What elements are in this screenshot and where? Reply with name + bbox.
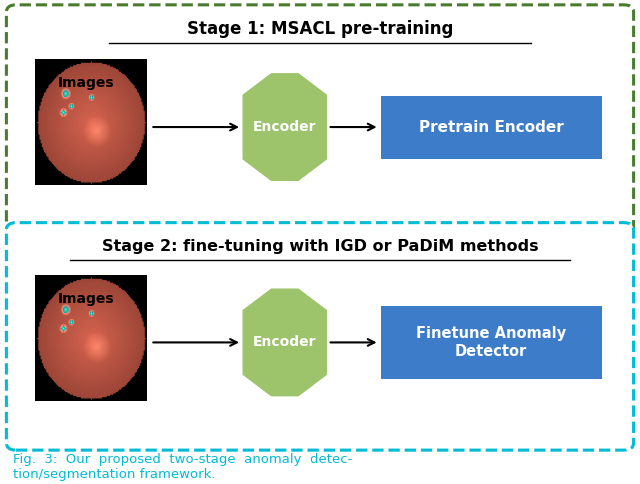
Text: Encoder: Encoder xyxy=(253,120,317,134)
Text: Fig.  3:  Our  proposed  two-stage  anomaly  detec-
tion/segmentation framework.: Fig. 3: Our proposed two-stage anomaly d… xyxy=(13,453,352,481)
Text: Pretrain Encoder: Pretrain Encoder xyxy=(419,120,564,135)
Text: Encoder: Encoder xyxy=(253,335,317,349)
Polygon shape xyxy=(243,74,326,180)
Bar xyxy=(381,95,602,158)
Text: Finetune Anomaly
Detector: Finetune Anomaly Detector xyxy=(416,326,566,359)
FancyBboxPatch shape xyxy=(6,5,634,232)
FancyBboxPatch shape xyxy=(6,223,634,450)
Text: Images: Images xyxy=(58,76,114,91)
Polygon shape xyxy=(243,289,326,396)
Bar xyxy=(381,306,602,378)
Text: Images: Images xyxy=(58,292,114,306)
Text: Stage 1: MSACL pre-training: Stage 1: MSACL pre-training xyxy=(187,20,453,38)
Text: Stage 2: fine-tuning with IGD or PaDiM methods: Stage 2: fine-tuning with IGD or PaDiM m… xyxy=(102,240,538,254)
